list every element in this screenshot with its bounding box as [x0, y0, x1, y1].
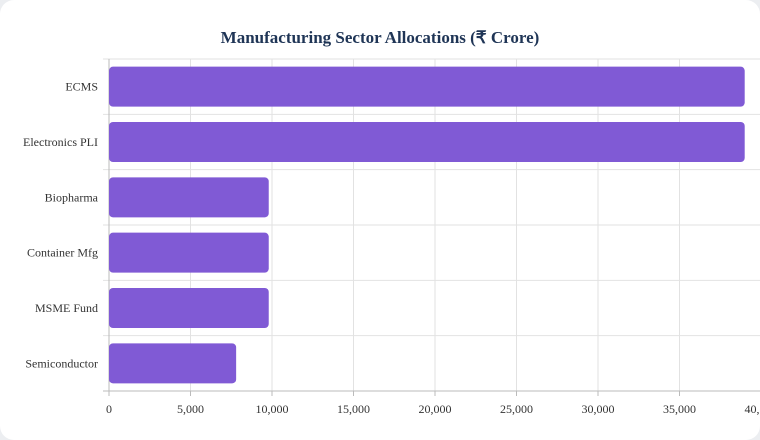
bar	[109, 343, 237, 384]
category-label: MSME Fund	[35, 301, 98, 315]
category-label: Electronics PLI	[23, 135, 98, 149]
category-label: ECMS	[65, 80, 98, 94]
bar	[109, 122, 745, 162]
chart-title: Manufacturing Sector Allocations (₹ Cror…	[220, 28, 540, 47]
x-tick-label: 15,000	[337, 402, 370, 416]
x-tick-label: 25,000	[500, 402, 533, 416]
category-label: Semiconductor	[25, 356, 98, 370]
x-tick-label: 30,000	[582, 402, 615, 416]
category-label: Biopharma	[45, 190, 99, 204]
bar	[109, 288, 269, 328]
x-tick-label: 5,000	[177, 402, 204, 416]
x-tick-label: 0	[106, 402, 112, 416]
category-label: Container Mfg	[27, 246, 98, 260]
bar	[109, 177, 269, 218]
bar	[109, 232, 269, 273]
x-tick-label: 35,000	[663, 402, 696, 416]
x-tick-label: 10,000	[256, 402, 289, 416]
bar	[109, 66, 745, 107]
x-tick-label: 20,000	[419, 402, 452, 416]
x-tick-label: 40,000	[745, 402, 760, 416]
